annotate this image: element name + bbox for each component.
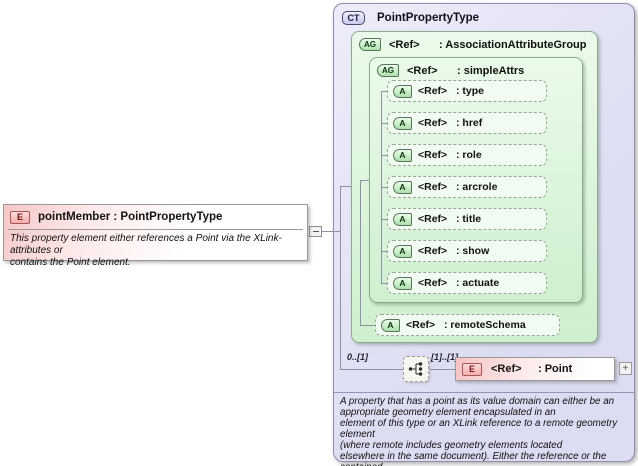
connector-line [429, 369, 455, 370]
attribute-type[interactable]: A <Ref> : type [387, 80, 547, 102]
attribute-kind-icon: A [393, 84, 412, 98]
connector-line [381, 283, 387, 284]
complex-type-header: CT PointPropertyType [334, 4, 634, 25]
connector-line [381, 187, 387, 188]
connector-line [360, 180, 369, 181]
attribute-role[interactable]: A <Ref> : role [387, 144, 547, 166]
collapse-handle-icon[interactable] [309, 226, 322, 237]
connector-trunk [360, 180, 361, 326]
attribute-name: : title [456, 213, 482, 225]
element-name: : Point [538, 363, 573, 375]
element-pointmember[interactable]: E pointMember : PointPropertyType This p… [3, 204, 308, 268]
connector-line [360, 325, 375, 326]
attribute-kind-icon: A [393, 244, 412, 258]
attribute-href[interactable]: A <Ref> : href [387, 112, 547, 134]
element-point[interactable]: E <Ref> : Point [455, 357, 615, 381]
attribute-name: : remoteSchema [444, 319, 526, 331]
attribute-remoteschema[interactable]: A <Ref> : remoteSchema [375, 314, 560, 336]
element-title: pointMember : PointPropertyType [38, 211, 223, 223]
attribute-name: : show [456, 245, 490, 257]
divider [8, 229, 303, 230]
connector-line [381, 219, 387, 220]
element-pointmember-header: E pointMember : PointPropertyType [4, 205, 307, 229]
complex-type-title: PointPropertyType [377, 12, 480, 24]
attribute-group-kind-icon: AG [377, 64, 399, 77]
attribute-group-kind-icon: AG [359, 38, 381, 51]
connector-line [333, 231, 341, 232]
attribute-kind-icon: A [393, 212, 412, 226]
annotation-separator [334, 392, 634, 393]
ref-label: <Ref> [389, 38, 420, 51]
element-annotation: This property element either references … [10, 233, 282, 268]
occurrence-outer-label: 0..[1] [347, 352, 369, 362]
connector-line [381, 251, 387, 252]
connector-line [340, 186, 351, 187]
ref-label: <Ref> [418, 213, 448, 225]
ref-label: <Ref> [418, 85, 448, 97]
attribute-kind-icon: A [381, 318, 400, 332]
attribute-group-name: : AssociationAttributeGroup [439, 38, 587, 51]
attribute-group-association-header: AG <Ref> : AssociationAttributeGroup [352, 32, 597, 51]
attribute-kind-icon: A [393, 180, 412, 194]
ref-label: <Ref> [418, 277, 448, 289]
ref-label: <Ref> [491, 363, 522, 375]
attribute-show[interactable]: A <Ref> : show [387, 240, 547, 262]
ref-label: <Ref> [418, 181, 448, 193]
connector-line [322, 231, 333, 232]
element-kind-icon: E [462, 362, 482, 376]
attribute-group-name: : simpleAttrs [457, 64, 525, 77]
element-kind-icon: E [10, 210, 30, 224]
attribute-name: : type [456, 85, 485, 97]
attribute-kind-icon: A [393, 116, 412, 130]
ref-label: <Ref> [418, 149, 448, 161]
attribute-name: : role [456, 149, 482, 161]
ref-label: <Ref> [418, 117, 448, 129]
attribute-kind-icon: A [393, 276, 412, 290]
connector-line [340, 369, 403, 370]
attribute-name: : actuate [456, 277, 500, 289]
ref-label: <Ref> [418, 245, 448, 257]
attribute-name: : arcrole [456, 181, 498, 193]
complex-type-kind-icon: CT [342, 11, 365, 25]
connector-line [381, 155, 387, 156]
attribute-kind-icon: A [393, 148, 412, 162]
ref-label: <Ref> [407, 64, 438, 77]
occurrence-inner-label: [1]..[1] [431, 352, 458, 362]
attribute-actuate[interactable]: A <Ref> : actuate [387, 272, 547, 294]
expand-button[interactable]: + [619, 362, 632, 375]
complex-type-annotation: A property that has a point as its value… [340, 396, 618, 466]
connector-line [381, 123, 387, 124]
attribute-name: : href [456, 117, 483, 129]
attribute-title[interactable]: A <Ref> : title [387, 208, 547, 230]
sequence-compositor-icon[interactable] [403, 356, 429, 382]
sequence-glyph [408, 362, 423, 376]
connector-trunk [340, 186, 341, 370]
attribute-group-simpleattrs-header: AG <Ref> : simpleAttrs [370, 58, 582, 77]
connector-line [381, 91, 387, 92]
ref-label: <Ref> [406, 319, 436, 331]
attribute-arcrole[interactable]: A <Ref> : arcrole [387, 176, 547, 198]
